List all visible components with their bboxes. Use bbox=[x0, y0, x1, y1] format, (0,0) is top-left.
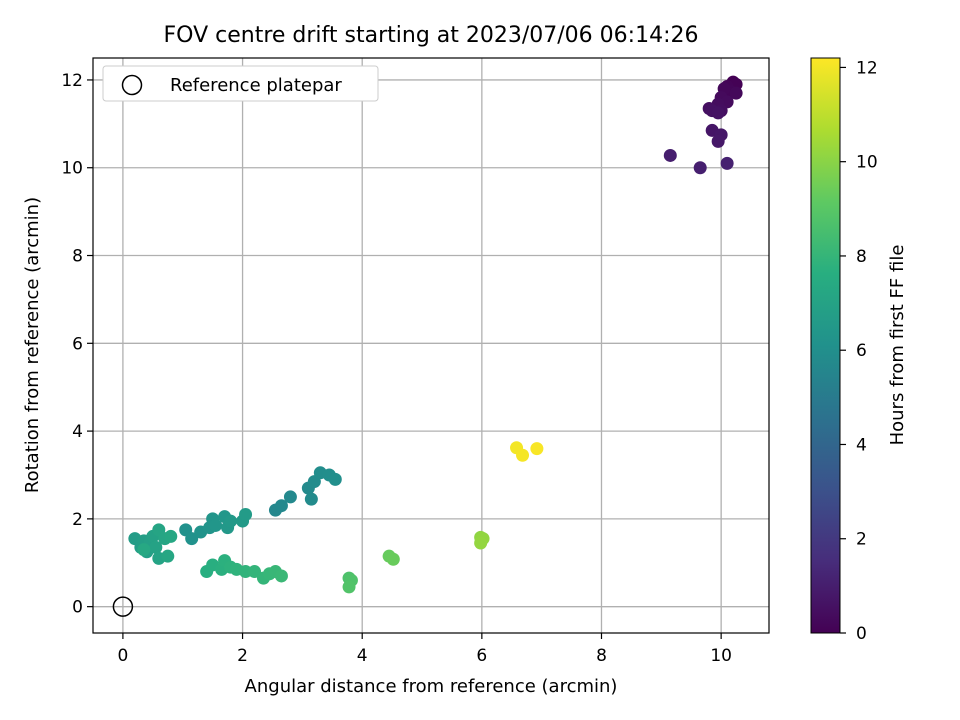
data-point bbox=[711, 134, 725, 148]
colorbar-label: Hours from first FF file bbox=[887, 245, 908, 446]
colorbar-tick-label: 2 bbox=[856, 530, 867, 550]
x-axis-ticks: 0 2 4 6 8 10 bbox=[117, 633, 732, 666]
data-point bbox=[274, 499, 288, 513]
colorbar-tick-label: 8 bbox=[856, 247, 867, 267]
data-point bbox=[274, 569, 288, 583]
colorbar-ticks: 0 2 4 6 8 10 12 bbox=[840, 58, 878, 644]
data-point bbox=[137, 543, 151, 557]
data-point bbox=[693, 161, 707, 175]
data-point bbox=[729, 86, 743, 100]
x-tick-label: 8 bbox=[596, 646, 607, 666]
data-point bbox=[239, 565, 253, 579]
data-point bbox=[185, 532, 199, 546]
x-tick-label: 6 bbox=[476, 646, 487, 666]
legend-marker bbox=[121, 74, 143, 96]
data-point bbox=[239, 507, 253, 521]
colorbar-tick-label: 0 bbox=[856, 624, 867, 644]
x-tick-label: 4 bbox=[357, 646, 368, 666]
data-point bbox=[283, 490, 297, 504]
legend-entry: Reference platepar bbox=[170, 75, 342, 96]
data-point bbox=[663, 148, 677, 162]
data-point bbox=[304, 492, 318, 506]
y-tick-label: 4 bbox=[72, 422, 83, 442]
data-point bbox=[711, 106, 725, 120]
data-points bbox=[128, 75, 743, 594]
data-point bbox=[474, 536, 488, 550]
y-axis-ticks: 0 2 4 6 8 10 12 bbox=[61, 71, 93, 618]
y-tick-label: 2 bbox=[72, 510, 83, 530]
legend: Reference platepar bbox=[102, 65, 379, 102]
colorbar-tick-label: 10 bbox=[856, 153, 878, 173]
y-tick-label: 8 bbox=[72, 247, 83, 267]
x-axis-label: Angular distance from reference (arcmin) bbox=[245, 676, 618, 697]
grid-lines bbox=[93, 58, 769, 633]
data-point bbox=[209, 518, 223, 532]
data-point bbox=[720, 156, 734, 170]
data-point bbox=[386, 552, 400, 566]
legend-box bbox=[102, 65, 379, 102]
data-point bbox=[530, 442, 544, 456]
data-point bbox=[328, 472, 342, 486]
reference-marker bbox=[112, 596, 134, 617]
y-tick-label: 10 bbox=[61, 159, 83, 179]
chart-title: FOV centre drift starting at 2023/07/06 … bbox=[164, 23, 699, 48]
plot-frame bbox=[92, 57, 770, 634]
colorbar-tick-label: 4 bbox=[856, 435, 867, 455]
y-tick-label: 0 bbox=[72, 598, 83, 618]
y-axis-label: Rotation from reference (arcmin) bbox=[22, 197, 43, 493]
data-point bbox=[149, 540, 163, 554]
colorbar-tick-label: 12 bbox=[856, 58, 878, 78]
y-tick-label: 6 bbox=[72, 334, 83, 354]
data-point bbox=[164, 529, 178, 543]
colorbar-gradient bbox=[810, 57, 841, 634]
x-tick-label: 0 bbox=[117, 646, 128, 666]
y-tick-label: 12 bbox=[61, 71, 83, 91]
data-point bbox=[161, 549, 175, 563]
data-point bbox=[516, 448, 530, 462]
data-point bbox=[248, 565, 262, 579]
x-tick-label: 10 bbox=[710, 646, 732, 666]
data-point bbox=[342, 580, 356, 594]
x-tick-label: 2 bbox=[237, 646, 248, 666]
colorbar-tick-label: 6 bbox=[856, 341, 867, 361]
colorbar: 0 2 4 6 8 10 12 Hours from first FF file bbox=[810, 57, 908, 644]
data-point bbox=[224, 514, 238, 528]
